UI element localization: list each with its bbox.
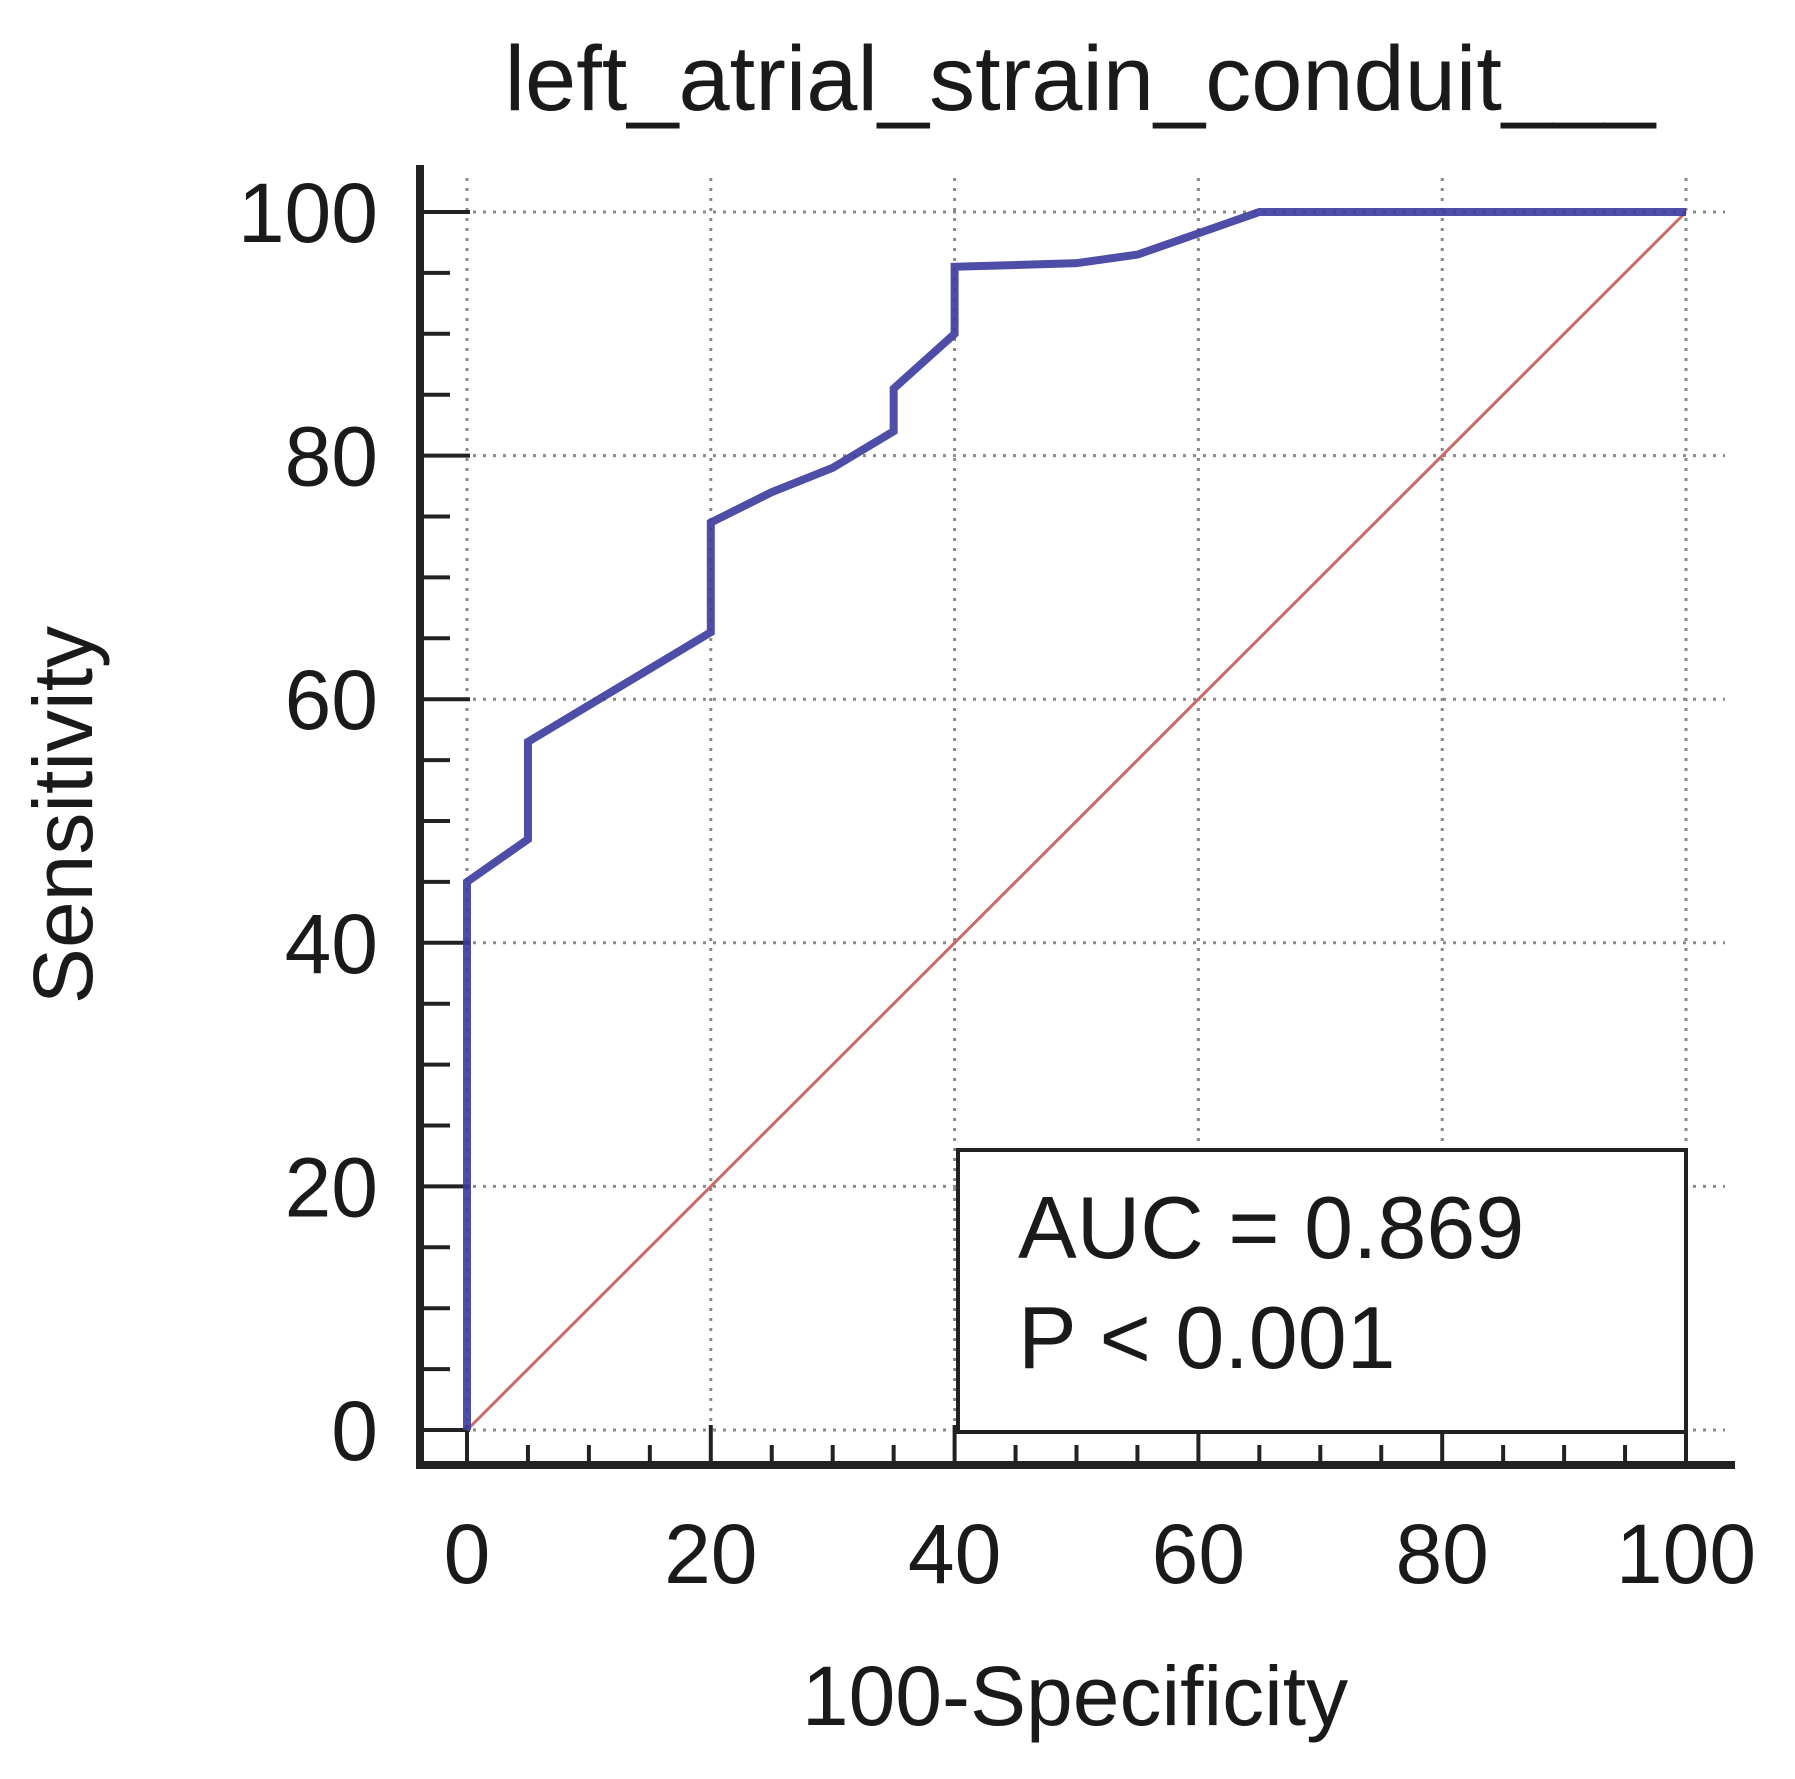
stats-box-frame — [956, 1148, 1688, 1434]
y-tick-label: 100 — [238, 166, 378, 260]
x-axis-label: 100-Specificity — [802, 1649, 1348, 1743]
x-tick-label: 20 — [664, 1507, 757, 1601]
y-axis-label: Sensitivity — [16, 626, 110, 1004]
y-tick-labels: 0 20 40 60 80 100 — [238, 166, 378, 1478]
x-tick-label: 0 — [444, 1507, 491, 1601]
y-tick-label: 80 — [285, 410, 378, 504]
y-tick-label: 40 — [285, 897, 378, 991]
x-tick-labels: 0 20 40 60 80 100 — [444, 1507, 1756, 1601]
x-tick-label: 60 — [1152, 1507, 1245, 1601]
minor-ticks — [420, 210, 1688, 1465]
reference-diagonal-line — [465, 210, 1688, 1432]
y-tick-label: 0 — [331, 1384, 378, 1478]
y-tick-label: 20 — [285, 1140, 378, 1234]
y-tick-label: 60 — [285, 653, 378, 747]
roc-curve-line — [463, 208, 1686, 1430]
auc-text: AUC = 0.869 — [1018, 1178, 1524, 1277]
x-tick-label: 40 — [908, 1507, 1001, 1601]
x-tick-label: 80 — [1395, 1507, 1488, 1601]
p-value-text: P < 0.001 — [1018, 1288, 1396, 1387]
stats-box: AUC = 0.869 P < 0.001 — [956, 1148, 1688, 1434]
x-tick-label: 100 — [1616, 1507, 1756, 1601]
chart-title: left_atrial_strain_conduit___ — [505, 28, 1658, 130]
